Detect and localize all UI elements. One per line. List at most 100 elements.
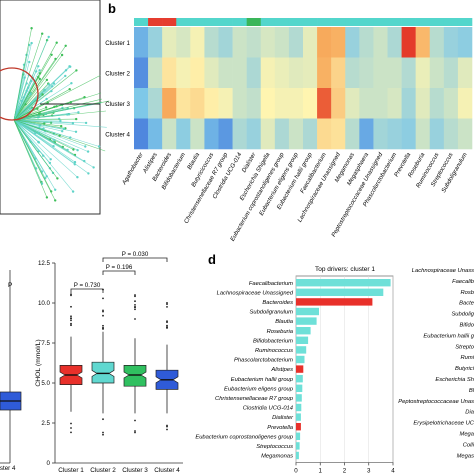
barchart-bar <box>296 451 299 460</box>
network-node <box>61 130 64 133</box>
right-partial-label: Bifido <box>459 323 474 329</box>
network-node <box>34 131 37 135</box>
barchart-bar <box>296 394 302 402</box>
boxplot-y-tick-label: 0 <box>47 460 51 467</box>
panel-letter-d: d <box>208 252 216 267</box>
boxplot-outlier <box>70 315 72 318</box>
right-partial-label: Dia <box>465 410 474 416</box>
barchart-category-label: Bifidobacterium <box>253 338 293 344</box>
boxplot-box <box>91 361 115 384</box>
boxplot-outlier <box>102 297 104 300</box>
barchart-bar <box>296 298 373 306</box>
boxplot-outlier <box>134 300 136 303</box>
pvalue-bracket <box>70 288 104 293</box>
boxplot-outlier <box>134 431 136 434</box>
network-node <box>71 190 75 193</box>
network-edge <box>13 119 55 141</box>
boxplot-outlier <box>166 428 168 431</box>
boxplot-outlier <box>102 418 104 421</box>
right-partial-label: Lachnospiraceae Unass <box>412 268 474 274</box>
network-node <box>49 158 52 161</box>
heatmap-cell <box>274 27 290 58</box>
heatmap-cell <box>246 57 262 89</box>
heatmap-cell <box>387 88 402 119</box>
heatmap-cell <box>303 88 318 119</box>
right-partial-label: Peptostreptococcaceae Unas <box>398 399 474 405</box>
barchart-bar <box>296 307 319 316</box>
heatmap-cell <box>232 118 247 150</box>
right-partial-label: Erysipelotrichaceae UC <box>413 421 474 427</box>
barchart-panel: Top drivers: cluster 101234Mean Abundanc… <box>195 266 474 474</box>
boxplot-outlier <box>134 306 136 309</box>
network-edge <box>13 119 44 156</box>
network-node <box>70 82 73 85</box>
boxplot-x-tick-label: Cluster 1 <box>58 467 84 474</box>
heatmap-group-bar-cell <box>303 18 318 26</box>
heatmap-cell <box>457 27 473 58</box>
network-node <box>60 124 63 128</box>
network-node <box>38 77 41 81</box>
heatmap-group-bar-cell <box>260 18 276 26</box>
barchart-category-label: Subdoligranulum <box>249 310 293 316</box>
network-node <box>86 150 90 153</box>
barchart-category-label: Ruminococcus <box>255 348 293 354</box>
network-node <box>28 107 31 110</box>
boxplot-outlier <box>102 314 104 317</box>
heatmap-cell <box>345 88 360 119</box>
heatmap-cell <box>176 118 191 150</box>
boxplot-x-tick-label: Cluster 4 <box>154 467 180 474</box>
pvalue-label: P = 0.196 <box>106 264 133 271</box>
heatmap-group-bar-cell <box>134 18 149 26</box>
network-edge <box>13 114 70 121</box>
network-edge <box>13 61 30 121</box>
barchart-category-label: Eubacterium eligens group <box>224 386 294 392</box>
network-edge <box>13 119 76 163</box>
heatmap-group-bar-cell <box>232 18 247 26</box>
network-node <box>76 176 79 179</box>
heatmap-cell <box>246 27 262 58</box>
network-edge <box>13 119 87 124</box>
network-node <box>75 69 78 72</box>
network-node <box>87 172 90 175</box>
heatmap-cell <box>148 118 163 150</box>
barchart-bar <box>296 346 307 354</box>
heatmap-cell <box>260 118 276 150</box>
boxplot-outlier <box>70 422 72 425</box>
heatmap-group-bar-cell <box>148 18 163 26</box>
barchart-category-label: Roseburia <box>267 329 294 335</box>
heatmap-cell <box>373 27 388 58</box>
network-node <box>37 141 41 144</box>
boxplot-outlier <box>134 295 136 298</box>
boxplot-outlier <box>134 304 136 306</box>
boxplot-outlier <box>70 427 72 429</box>
heatmap-cell <box>288 88 304 119</box>
network-node <box>55 41 58 44</box>
heatmap-group-bar-cell <box>204 18 219 26</box>
heatmap-cell <box>457 88 473 119</box>
heatmap-group-bar-cell <box>317 18 332 26</box>
barchart-category-label: Lachnospiraceae Unassigned <box>217 290 294 296</box>
heatmap-cell <box>429 57 445 89</box>
barchart-category-label: Megamonas <box>261 454 293 460</box>
boxplot-outlier <box>134 318 136 320</box>
right-partial-label: Rosb <box>460 290 474 296</box>
heatmap-cell <box>415 88 431 119</box>
network-node <box>37 65 40 68</box>
boxplot-outlier <box>166 324 168 327</box>
boxplot-outlier <box>134 308 136 311</box>
barchart-category-label: Dialister <box>272 415 294 421</box>
heatmap-group-bar-cell <box>359 18 374 26</box>
network-edge <box>13 98 102 121</box>
network-edge <box>13 75 101 121</box>
heatmap-cell <box>246 118 262 150</box>
network-node <box>47 35 50 39</box>
network-node <box>60 53 64 57</box>
pvalue-bracket <box>102 270 136 275</box>
heatmap-cell <box>429 88 445 119</box>
barchart-bar <box>296 403 302 412</box>
network-edge <box>13 119 48 198</box>
heatmap-cell <box>443 27 459 58</box>
heatmap-cell <box>457 57 473 89</box>
network-edge <box>13 119 40 143</box>
